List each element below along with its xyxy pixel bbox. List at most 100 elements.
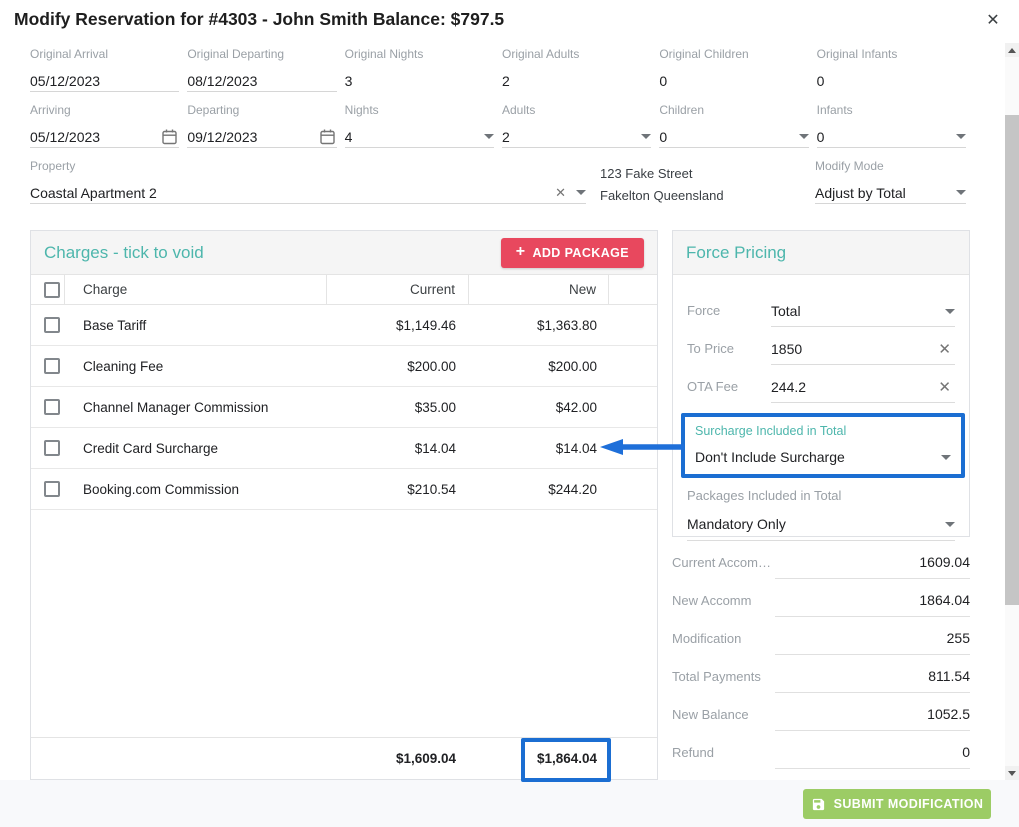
- charge-name: Booking.com Commission: [83, 481, 240, 497]
- packages-value[interactable]: Mandatory Only: [687, 516, 786, 532]
- departing-field[interactable]: Departing 09/12/2023: [187, 100, 337, 156]
- original-adults-label: Original Adults: [501, 47, 580, 61]
- chevron-down-icon[interactable]: [956, 190, 966, 195]
- new-column-header: New: [469, 275, 609, 304]
- force-select[interactable]: Force Total: [687, 289, 955, 327]
- summary-label: Refund: [672, 745, 714, 760]
- surcharge-value[interactable]: Don't Include Surcharge: [695, 449, 845, 465]
- original-nights-value: 3: [344, 73, 353, 89]
- children-select[interactable]: Children 0: [659, 100, 809, 156]
- nights-value[interactable]: 4: [344, 128, 353, 145]
- nights-select[interactable]: Nights 4: [344, 100, 494, 156]
- close-icon[interactable]: ✕: [986, 12, 1000, 29]
- adults-select[interactable]: Adults 2: [501, 100, 652, 156]
- add-package-button[interactable]: + ADD PACKAGE: [500, 237, 644, 268]
- current-column-header: Current: [327, 275, 469, 304]
- summary-value: 1609.04: [775, 554, 970, 579]
- children-label: Children: [659, 103, 705, 117]
- adults-label: Adults: [501, 103, 536, 117]
- children-value[interactable]: 0: [659, 128, 668, 145]
- to-price-label: To Price: [687, 341, 734, 356]
- clear-icon[interactable]: ✕: [555, 185, 566, 200]
- infants-value[interactable]: 0: [816, 128, 825, 145]
- select-all-checkbox[interactable]: [44, 281, 60, 298]
- void-checkbox[interactable]: [44, 317, 60, 333]
- chevron-down-icon[interactable]: [798, 134, 809, 139]
- original-children-value: 0: [659, 73, 668, 89]
- summary-label: New Balance: [672, 707, 749, 722]
- original-departing-label: Original Departing: [187, 47, 285, 61]
- force-pricing-title: Force Pricing: [686, 242, 787, 262]
- surcharge-select[interactable]: Don't Include Surcharge: [695, 449, 951, 465]
- original-departing-field: Original Departing 08/12/2023: [187, 44, 337, 100]
- reservation-form: Original Arrival 05/12/2023 Original Dep…: [30, 44, 966, 156]
- submit-modification-button[interactable]: SUBMIT MODIFICATION: [803, 789, 991, 819]
- departing-value[interactable]: 09/12/2023: [187, 128, 258, 145]
- summary-label: Current Accom…: [672, 555, 771, 570]
- summary-label: Modification: [672, 631, 742, 646]
- property-select[interactable]: Property Coastal Apartment 2 ✕: [30, 156, 586, 212]
- calendar-icon[interactable]: [162, 129, 178, 145]
- scroll-up-icon[interactable]: [1005, 43, 1019, 57]
- arriving-value[interactable]: 05/12/2023: [30, 128, 101, 145]
- scrollbar[interactable]: [1005, 43, 1019, 780]
- charge-new: $42.00: [555, 399, 597, 415]
- arriving-label: Arriving: [30, 103, 71, 117]
- packages-select[interactable]: Packages Included in Total Mandatory Onl…: [687, 488, 955, 541]
- original-nights-label: Original Nights: [344, 47, 424, 61]
- infants-select[interactable]: Infants 0: [816, 100, 966, 156]
- modify-mode-value[interactable]: Adjust by Total: [815, 184, 906, 201]
- original-infants-field: Original Infants 0: [817, 44, 966, 100]
- property-address: 123 Fake Street Fakelton Queensland: [600, 163, 724, 207]
- charge-current: $210.54: [407, 481, 456, 497]
- force-value[interactable]: Total: [771, 303, 801, 319]
- charge-current: $14.04: [414, 440, 456, 456]
- charges-table-header: Charge Current New: [31, 275, 657, 305]
- chevron-down-icon[interactable]: [941, 454, 951, 460]
- charge-new: $1,363.80: [536, 317, 597, 333]
- original-adults-field: Original Adults 2: [502, 44, 651, 100]
- surcharge-label: Surcharge Included in Total: [695, 424, 847, 438]
- charge-current: $200.00: [407, 358, 456, 374]
- modify-mode-select[interactable]: Modify Mode Adjust by Total: [815, 156, 966, 212]
- void-checkbox[interactable]: [44, 440, 60, 456]
- chevron-down-icon[interactable]: [483, 134, 494, 139]
- chevron-down-icon[interactable]: [641, 134, 652, 139]
- list-item: New Accomm 1864.04: [672, 579, 970, 617]
- void-checkbox[interactable]: [44, 481, 60, 497]
- charge-new: $200.00: [548, 358, 597, 374]
- to-price-field[interactable]: To Price 1850 ✕: [687, 327, 955, 365]
- property-value[interactable]: Coastal Apartment 2: [30, 184, 157, 201]
- original-arrival-label: Original Arrival: [30, 47, 109, 61]
- save-icon: [812, 798, 824, 810]
- totals-summary: Current Accom… 1609.04 New Accomm 1864.0…: [672, 541, 970, 769]
- nights-label: Nights: [344, 103, 379, 117]
- annotation-arrow-icon: [600, 439, 684, 455]
- ota-fee-value[interactable]: 244.2: [771, 379, 807, 395]
- void-checkbox[interactable]: [44, 358, 60, 374]
- arriving-field[interactable]: Arriving 05/12/2023: [30, 100, 180, 156]
- charge-name: Channel Manager Commission: [83, 399, 269, 415]
- force-label: Force: [687, 303, 721, 318]
- dialog-title: Modify Reservation for #4303 - John Smit…: [14, 9, 505, 29]
- chevron-down-icon[interactable]: [945, 521, 955, 527]
- void-checkbox[interactable]: [44, 399, 60, 415]
- scrollbar-thumb[interactable]: [1005, 115, 1019, 605]
- charge-column-header: Charge: [65, 275, 327, 304]
- adults-value[interactable]: 2: [501, 128, 510, 145]
- original-departing-value: 08/12/2023: [187, 72, 258, 89]
- ota-fee-field[interactable]: OTA Fee 244.2 ✕: [687, 365, 955, 403]
- to-price-value[interactable]: 1850: [771, 341, 803, 357]
- clear-icon[interactable]: ✕: [938, 340, 951, 358]
- total-new: $1,864.04: [536, 751, 597, 766]
- chevron-down-icon[interactable]: [576, 190, 586, 195]
- chevron-down-icon[interactable]: [955, 134, 966, 139]
- charges-title: Charges - tick to void: [44, 242, 204, 262]
- list-item: Total Payments 811.54: [672, 655, 970, 693]
- original-arrival-value: 05/12/2023: [30, 72, 101, 89]
- modify-mode-label: Modify Mode: [815, 159, 884, 173]
- chevron-down-icon[interactable]: [945, 308, 955, 314]
- calendar-icon[interactable]: [319, 129, 335, 145]
- clear-icon[interactable]: ✕: [938, 378, 951, 396]
- scroll-down-icon[interactable]: [1005, 766, 1019, 780]
